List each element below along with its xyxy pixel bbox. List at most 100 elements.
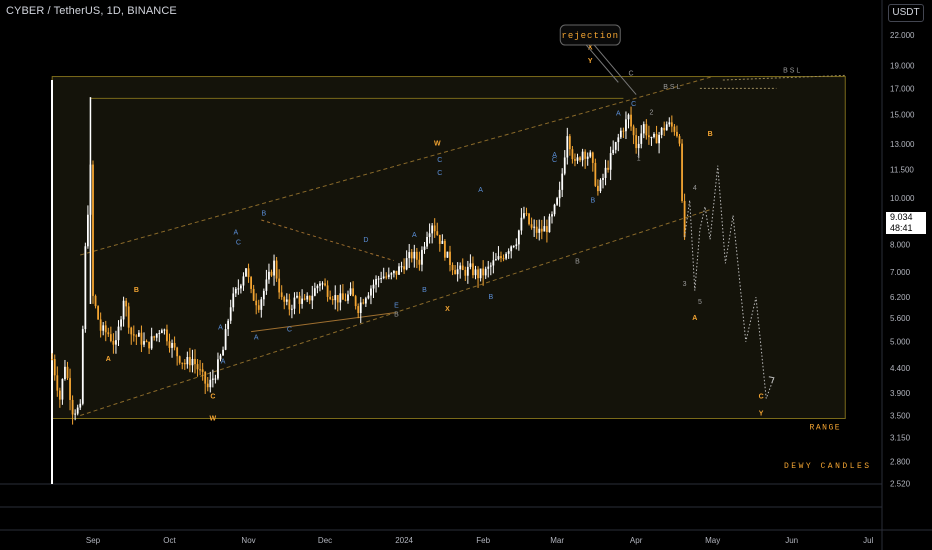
candle-body: [426, 237, 428, 247]
y-tick-label: 10.000: [890, 194, 915, 203]
candle-body: [234, 288, 237, 294]
candle-body: [525, 213, 528, 215]
wave-label-sub: 5: [698, 299, 702, 306]
wave-label-minor: C: [437, 170, 442, 177]
wave-label-primary: X: [588, 45, 593, 52]
channel-line-lower: [80, 208, 713, 416]
x-tick-label: Jun: [785, 536, 798, 545]
candle-body: [255, 300, 258, 306]
candle-body: [122, 300, 125, 320]
y-tick-label: 17.000: [890, 84, 915, 93]
candle-body: [357, 306, 360, 314]
candle-body: [293, 297, 296, 309]
candle-body: [663, 127, 666, 131]
x-tick-label: 2024: [395, 536, 413, 545]
wave-label-minor: A: [218, 325, 223, 332]
wave-label-primary: A: [692, 315, 697, 322]
candle-body: [408, 252, 411, 259]
candle-body: [681, 143, 683, 202]
candle-body: [278, 278, 281, 293]
candle-body: [517, 230, 520, 245]
candle-body: [568, 136, 571, 150]
candle-body: [609, 153, 612, 170]
candle-body: [171, 343, 173, 348]
currency-button[interactable]: USDT: [888, 4, 924, 22]
candle-body: [393, 270, 395, 274]
y-tick-label: 8.000: [890, 240, 911, 249]
candle-body: [630, 114, 632, 127]
candle-body: [658, 134, 660, 144]
candle-body: [421, 249, 423, 265]
candle-body: [584, 151, 587, 159]
candle-body: [115, 340, 117, 345]
wave-label-minor: C: [236, 239, 241, 246]
wave-label-sub: 2: [649, 109, 653, 116]
x-tick-label: May: [705, 536, 720, 545]
candle-body: [150, 336, 153, 349]
wave-label-sub: 1: [637, 155, 641, 162]
candle-body: [533, 226, 536, 228]
candle-body: [676, 131, 678, 137]
candle-body: [449, 251, 451, 265]
candle-body: [632, 126, 635, 136]
triangle-upper-line: [261, 219, 395, 262]
candle-body: [104, 325, 107, 333]
candle-body: [502, 258, 505, 260]
candle-body: [413, 251, 416, 259]
candle-body: [487, 266, 490, 269]
candle-body: [515, 244, 518, 246]
candle-body: [548, 216, 551, 233]
candle-body: [178, 356, 181, 363]
candle-body: [196, 364, 199, 370]
candle-body: [459, 265, 462, 270]
candle-body: [257, 305, 260, 310]
candle-body: [444, 240, 446, 258]
candle-body: [132, 334, 135, 336]
candle-body: [665, 124, 668, 131]
candle-body: [76, 407, 79, 414]
candle-body: [214, 378, 217, 380]
candle-body: [298, 295, 301, 304]
wave-label-minor: A: [412, 232, 417, 239]
candle-body: [262, 290, 265, 300]
candle-body: [107, 332, 110, 335]
x-tick-label: Sep: [86, 536, 101, 545]
candle-body: [561, 173, 564, 190]
candle-body: [551, 214, 553, 217]
candle-body: [99, 319, 102, 331]
rejection-label: rejection: [561, 31, 619, 41]
candle-body: [275, 260, 278, 279]
wave-label-sub: B: [394, 311, 399, 318]
candle-body: [530, 224, 533, 228]
wave-label-minor: A: [233, 229, 238, 236]
wave-label-primary: Y: [588, 58, 593, 65]
candle-body: [189, 357, 191, 366]
candle-body: [342, 293, 344, 300]
candle-body: [316, 285, 319, 289]
candle-body: [390, 273, 393, 275]
candle-body: [51, 358, 54, 360]
triangle-lower-line: [251, 312, 394, 333]
bsl-line: [722, 74, 846, 81]
projection-path: [684, 165, 775, 399]
y-tick-label: 3.150: [890, 433, 911, 442]
candle-body: [81, 329, 84, 404]
candle-body: [642, 124, 645, 134]
candle-body: [130, 327, 133, 335]
candle-body: [579, 157, 581, 161]
candle-body: [398, 266, 400, 275]
candle-body: [574, 159, 576, 161]
candle-body: [344, 299, 347, 301]
candle-body: [441, 240, 444, 244]
candle-body: [160, 330, 163, 334]
candle-body: [410, 252, 413, 259]
y-tick-label: 19.000: [890, 61, 915, 70]
candle-body: [507, 251, 510, 254]
candle-body: [645, 124, 648, 136]
candle-body: [324, 283, 326, 286]
candle-body: [74, 413, 77, 415]
wave-label-primary: X: [445, 306, 450, 313]
wave-label-primary: C: [210, 394, 215, 401]
candle-body: [477, 269, 479, 279]
